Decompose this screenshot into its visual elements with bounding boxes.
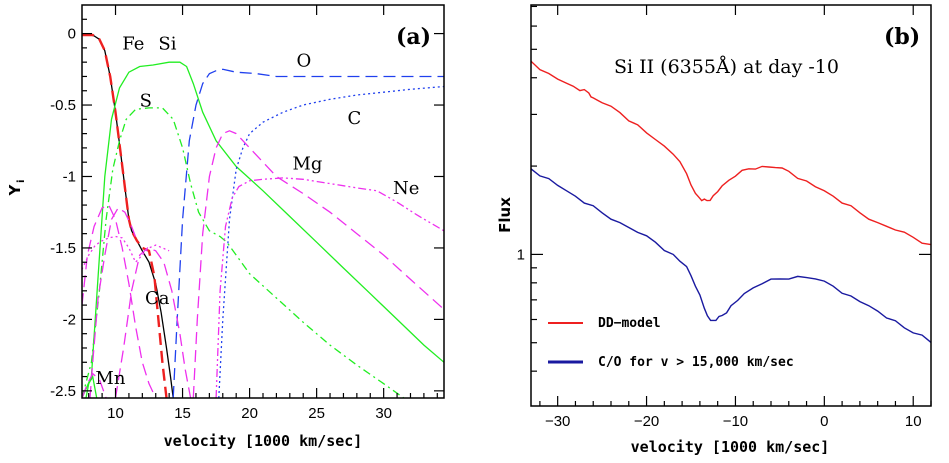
y-tick-label: -2.5 bbox=[50, 383, 76, 400]
series-ca bbox=[89, 206, 138, 398]
series-mg bbox=[192, 130, 444, 398]
label-ca: Ca bbox=[145, 288, 170, 309]
series-ca-2 bbox=[82, 204, 157, 398]
y-tick-label: 0 bbox=[68, 26, 76, 43]
label-ne: Ne bbox=[393, 178, 419, 199]
y-tick-label: -2 bbox=[63, 311, 76, 328]
x-tick-label: −20 bbox=[634, 413, 659, 430]
label-mg: Mg bbox=[292, 154, 322, 175]
y-tick-label: -1 bbox=[63, 168, 76, 185]
legend-label-co: C/O for v > 15,000 km/sec bbox=[598, 355, 794, 370]
series-c-o bbox=[531, 168, 931, 343]
series-mn bbox=[82, 372, 107, 398]
panel-a-tag: (a) bbox=[396, 24, 431, 50]
x-tick-label: −10 bbox=[723, 413, 748, 430]
series-dd-model bbox=[531, 60, 931, 246]
series-ca-3 bbox=[82, 235, 170, 270]
panel-b: −30 −20 −10 0 10 1 (b) Si II (6355Å) at day -… bbox=[496, 4, 932, 456]
label-mn: Mn bbox=[95, 368, 125, 389]
panel-b-title: Si II (6355Å) at day -10 bbox=[614, 56, 839, 78]
panel-a-xlabel: velocity [1000 km/sec] bbox=[164, 432, 363, 450]
label-c: C bbox=[347, 108, 361, 129]
x-tick-label: 30 bbox=[375, 405, 392, 422]
panel-b-ylabel-wrap: Flux bbox=[496, 197, 514, 233]
x-tick-label: −30 bbox=[545, 413, 570, 430]
panel-b-frame bbox=[530, 4, 932, 407]
y-tick-label: -1.5 bbox=[50, 240, 76, 257]
y-tick-label: -0.5 bbox=[50, 97, 76, 114]
series-mg-2 bbox=[114, 247, 192, 398]
series-o bbox=[172, 68, 444, 398]
panel-a-ticks: 10 15 20 25 30 0 -0.5 -1 -1.5 -2 -2.5 bbox=[50, 5, 444, 422]
panel-b-series bbox=[531, 60, 931, 343]
x-tick-label: 10 bbox=[905, 413, 922, 430]
panel-a-element-labels: Fe Si S O C Mg Ne Ca Mn bbox=[95, 34, 419, 389]
label-si: Si bbox=[158, 34, 176, 55]
panel-b-ylabel: Flux bbox=[496, 197, 514, 233]
x-tick-label: 15 bbox=[174, 405, 191, 422]
panel-a-frame bbox=[81, 4, 445, 399]
x-tick-label: 10 bbox=[107, 405, 124, 422]
x-tick-label: 20 bbox=[241, 405, 258, 422]
y-tick-label: 1 bbox=[517, 246, 525, 263]
panel-b-legend: DD−model C/O for v > 15,000 km/sec bbox=[548, 316, 794, 370]
label-s: S bbox=[140, 91, 152, 112]
panel-b-tag: (b) bbox=[884, 24, 920, 50]
panel-b-ticks: −30 −20 −10 0 10 1 bbox=[517, 5, 932, 430]
series-c bbox=[218, 85, 444, 398]
panel-a-ylabel-sub: i bbox=[16, 180, 27, 183]
legend-label-dd: DD−model bbox=[598, 316, 661, 331]
x-tick-label: 0 bbox=[820, 413, 828, 430]
x-tick-label: 25 bbox=[308, 405, 325, 422]
series-s bbox=[82, 107, 405, 398]
panel-a-series bbox=[82, 33, 444, 398]
label-fe: Fe bbox=[122, 34, 144, 55]
panel-a: 10 15 20 25 30 0 -0.5 -1 -1.5 -2 -2.5 Fe Si S O C Mg Ne C… bbox=[6, 4, 445, 450]
series-si bbox=[82, 61, 444, 398]
panel-b-xlabel: velocity [1000 km/sec] bbox=[631, 438, 830, 456]
label-o: O bbox=[297, 51, 312, 72]
panel-a-ylabel-main: Y bbox=[6, 183, 24, 196]
panel-a-ylabel: Y bbox=[6, 183, 24, 196]
series-ne bbox=[215, 177, 444, 398]
